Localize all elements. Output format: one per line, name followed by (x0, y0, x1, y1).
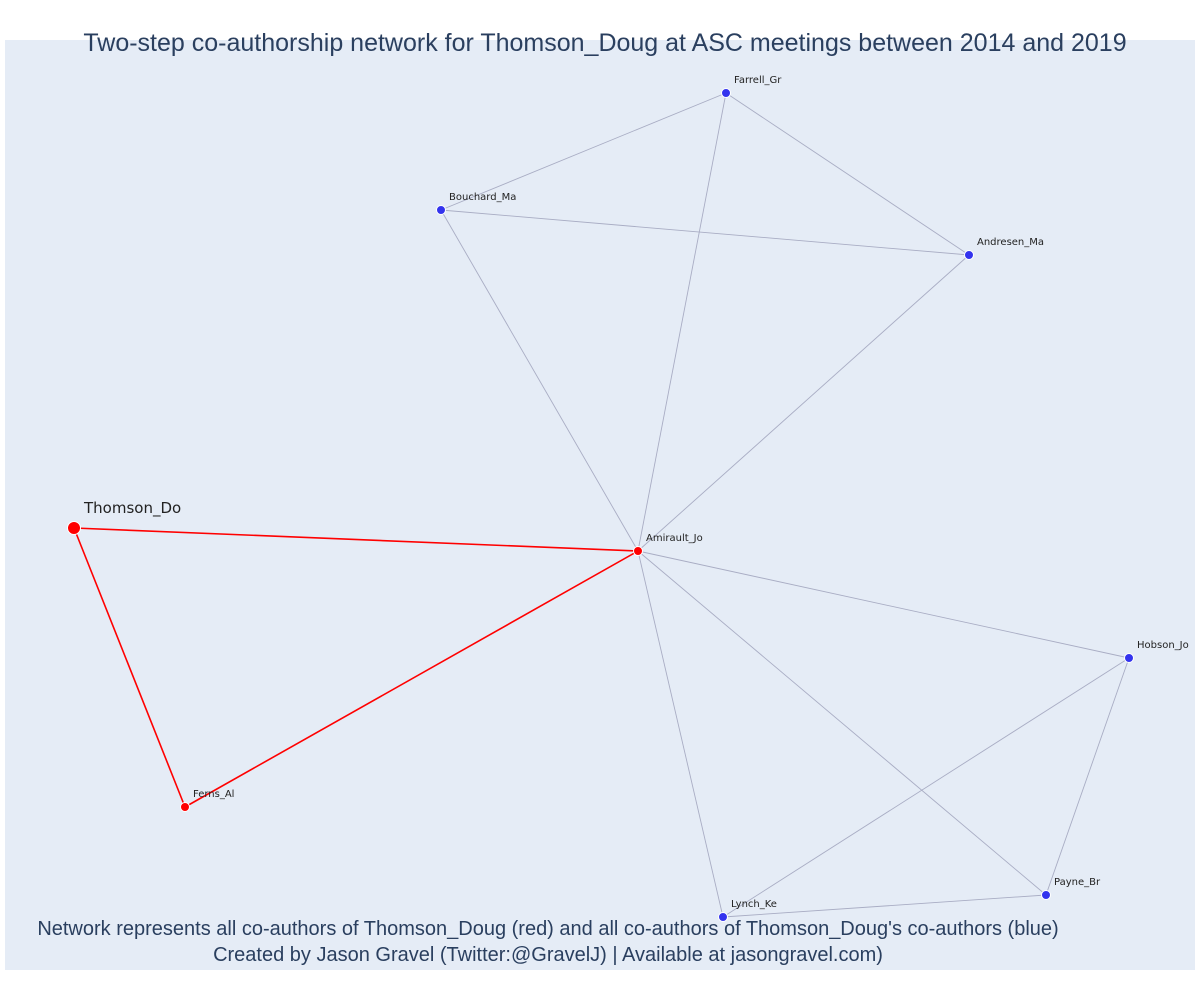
edges-layer (73, 92, 1130, 918)
node-thomson-do[interactable] (67, 521, 81, 535)
edge-amirault-jo-payne-br (637, 550, 1047, 896)
node-hobson-jo[interactable] (1124, 653, 1134, 663)
plot-background (5, 40, 1195, 970)
edge-farrell-gr-andresen-ma (725, 92, 970, 256)
chart-title: Two-step co-authorship network for Thoms… (83, 29, 1127, 57)
node-label-payne-br: Payne_Br (1054, 877, 1101, 888)
caption-line-1: Network represents all co-authors of Tho… (37, 918, 1059, 940)
node-payne-br[interactable] (1041, 890, 1051, 900)
node-label-lynch-ke: Lynch_Ke (731, 899, 777, 910)
node-label-hobson-jo: Hobson_Jo (1137, 640, 1189, 651)
labels-layer: Thomson_Do Amirault_Jo Ferns_Al Farrell_Gr B… (83, 75, 1189, 910)
edge-amirault-jo-hobson-jo (637, 550, 1130, 659)
node-label-ferns-al: Ferns_Al (193, 789, 234, 800)
caption-line-2: Created by Jason Gravel (Twitter:@Gravel… (213, 944, 883, 966)
node-ferns-al[interactable] (180, 802, 190, 812)
node-label-andresen-ma: Andresen_Ma (977, 237, 1044, 248)
edge-amirault-jo-farrell-gr (637, 92, 727, 552)
edge-thomson-do-ferns-al (73, 527, 186, 808)
node-label-farrell-gr: Farrell_Gr (734, 75, 782, 86)
edge-amirault-jo-bouchard-ma (440, 209, 639, 552)
node-bouchard-ma[interactable] (436, 205, 446, 215)
edge-hobson-jo-lynch-ke (722, 657, 1130, 918)
edge-hobson-jo-payne-br (1045, 657, 1130, 896)
edge-thomson-do-amirault-jo (73, 527, 639, 552)
nodes-layer (67, 88, 1134, 922)
edge-ferns-al-amirault-jo (184, 550, 639, 808)
node-amirault-jo[interactable] (633, 546, 643, 556)
node-farrell-gr[interactable] (721, 88, 731, 98)
node-lynch-ke[interactable] (718, 912, 728, 922)
edge-amirault-jo-andresen-ma (637, 254, 970, 552)
edge-payne-br-lynch-ke (722, 894, 1047, 918)
edge-bouchard-ma-andresen-ma (440, 209, 970, 256)
node-label-thomson-do: Thomson_Do (83, 499, 181, 518)
node-label-bouchard-ma: Bouchard_Ma (449, 192, 516, 203)
node-label-amirault-jo: Amirault_Jo (646, 533, 703, 544)
node-andresen-ma[interactable] (964, 250, 974, 260)
edge-amirault-jo-lynch-ke (637, 550, 724, 918)
edge-farrell-gr-bouchard-ma (440, 92, 727, 211)
